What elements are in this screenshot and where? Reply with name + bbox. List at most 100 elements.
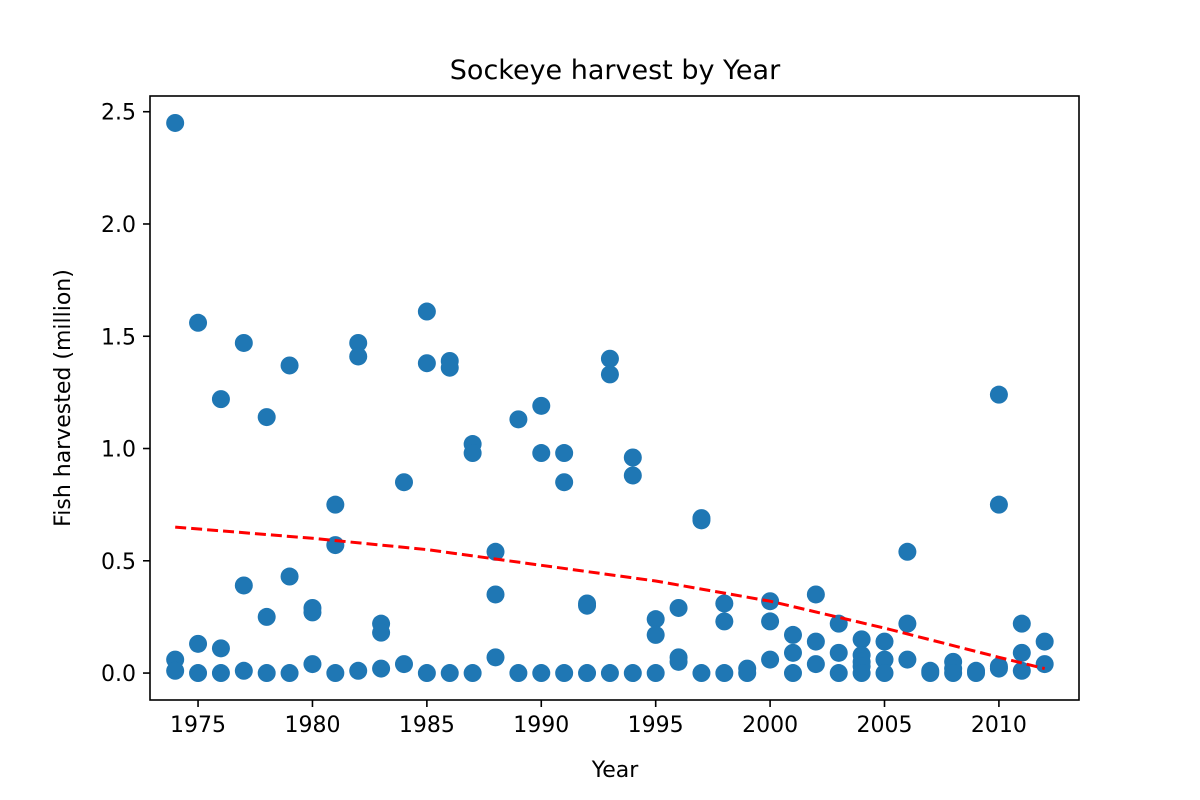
data-point (234, 333, 253, 352)
data-point (372, 659, 391, 678)
data-point (989, 495, 1008, 514)
x-tick-label: 1975 (170, 713, 226, 738)
data-point (303, 603, 322, 622)
data-point (738, 664, 757, 683)
y-tick-label: 2.0 (101, 213, 136, 238)
x-axis-label: Year (591, 758, 640, 783)
x-tick-label: 1985 (399, 713, 455, 738)
data-point (646, 625, 665, 644)
data-point (189, 313, 208, 332)
data-point (875, 650, 894, 669)
data-point (349, 661, 368, 680)
data-point (715, 594, 734, 613)
data-point (806, 655, 825, 674)
data-point (692, 511, 711, 530)
data-point (349, 347, 368, 366)
data-point (486, 542, 505, 561)
data-point (463, 444, 482, 463)
y-axis-ticks: 0.0 0.5 1.0 1.5 2.0 2.5 (101, 101, 150, 687)
data-point (898, 614, 917, 633)
data-point (783, 643, 802, 662)
data-point (555, 473, 574, 492)
x-tick-label: 1990 (513, 713, 569, 738)
data-point (783, 625, 802, 644)
data-point (166, 661, 185, 680)
x-tick-label: 2010 (971, 713, 1027, 738)
data-point (623, 466, 642, 485)
data-point (189, 634, 208, 653)
y-tick-label: 1.5 (101, 325, 136, 350)
data-point (646, 610, 665, 629)
data-point (257, 408, 276, 427)
data-point (898, 542, 917, 561)
data-point (532, 444, 551, 463)
data-point (669, 598, 688, 617)
data-point (829, 664, 848, 683)
data-point (715, 612, 734, 631)
data-point (578, 596, 597, 615)
y-tick-label: 2.5 (101, 101, 136, 126)
data-point (211, 390, 230, 409)
data-point (761, 650, 780, 669)
data-point (623, 664, 642, 683)
data-point (600, 349, 619, 368)
data-point (486, 648, 505, 667)
data-point (692, 664, 711, 683)
data-point (417, 302, 436, 321)
x-tick-label: 1995 (628, 713, 684, 738)
data-point (944, 664, 963, 683)
data-point (211, 664, 230, 683)
data-point (806, 632, 825, 651)
y-tick-label: 0.5 (101, 550, 136, 575)
data-point (509, 664, 528, 683)
data-point (1012, 643, 1031, 662)
data-point (463, 664, 482, 683)
data-point (875, 632, 894, 651)
data-points (166, 113, 1054, 683)
data-point (600, 365, 619, 384)
data-point (623, 448, 642, 467)
data-point (280, 356, 299, 375)
data-point (1012, 661, 1031, 680)
data-point (578, 664, 597, 683)
data-point (394, 655, 413, 674)
x-axis-ticks: 1975 1980 1985 1990 1995 2000 2005 2010 (170, 700, 1027, 738)
data-point (898, 650, 917, 669)
data-point (829, 643, 848, 662)
data-point (417, 664, 436, 683)
data-point (509, 410, 528, 429)
data-point (326, 495, 345, 514)
data-point (372, 623, 391, 642)
data-point (783, 664, 802, 683)
data-point (852, 630, 871, 649)
data-point (646, 664, 665, 683)
chart-title: Sockeye harvest by Year (450, 55, 781, 86)
y-tick-label: 1.0 (101, 438, 136, 463)
data-point (234, 661, 253, 680)
data-point (967, 664, 986, 683)
y-tick-label: 0.0 (101, 662, 136, 687)
data-point (761, 612, 780, 631)
data-point (1035, 655, 1054, 674)
data-point (532, 664, 551, 683)
data-point (211, 639, 230, 658)
x-tick-label: 2005 (857, 713, 913, 738)
x-tick-label: 1980 (284, 713, 340, 738)
data-point (669, 652, 688, 671)
data-point (234, 576, 253, 595)
data-point (280, 567, 299, 586)
y-axis-label: Fish harvested (million) (51, 269, 76, 527)
data-point (440, 358, 459, 377)
data-point (1012, 614, 1031, 633)
data-point (806, 585, 825, 604)
data-point (1035, 632, 1054, 651)
data-point (440, 664, 459, 683)
data-point (166, 113, 185, 132)
data-point (600, 664, 619, 683)
data-point (715, 664, 734, 683)
data-point (326, 664, 345, 683)
data-point (921, 664, 940, 683)
data-point (989, 659, 1008, 678)
data-point (852, 664, 871, 683)
